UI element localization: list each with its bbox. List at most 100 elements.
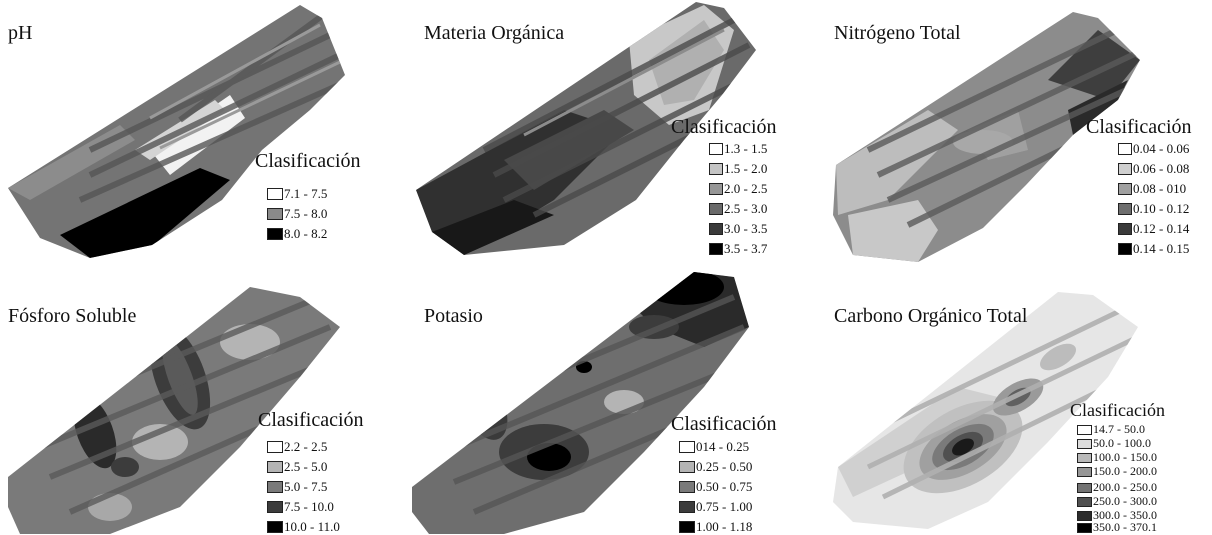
legend-label: 0.14 - 0.15 <box>1133 241 1190 256</box>
legend-swatch <box>1077 466 1092 477</box>
legend-item: 50.0 - 100.0 <box>1077 436 1151 451</box>
legend-item: 350.0 - 370.1 <box>1077 520 1157 535</box>
legend-swatch <box>1077 510 1092 521</box>
ph-terrain-map <box>8 5 345 258</box>
legend-label: 1.5 - 2.0 <box>724 161 768 176</box>
legend-swatch <box>1118 143 1132 155</box>
nitrogeno-total-terrain-map <box>833 12 1140 262</box>
panel-title: Materia Orgánica <box>424 22 565 44</box>
legend-label: 5.0 - 7.5 <box>284 479 328 494</box>
legend-item: 100.0 - 150.0 <box>1077 450 1157 465</box>
legend-swatch <box>1118 163 1132 175</box>
legend-item: 200.0 - 250.0 <box>1077 480 1157 495</box>
legend-swatch <box>1077 482 1092 493</box>
legend-title: Clasificación <box>1070 400 1165 420</box>
legend-swatch <box>267 501 283 513</box>
legend-swatch <box>679 461 695 473</box>
legend-label: 7.5 - 8.0 <box>284 206 328 221</box>
legend-title: Clasificación <box>1086 116 1192 138</box>
legend-label: 0.10 - 0.12 <box>1133 201 1190 216</box>
legend-label: 7.1 - 7.5 <box>284 186 328 201</box>
legend-item: 0.25 - 0.50 <box>679 459 752 475</box>
carbono-organico-total-terrain-map <box>833 292 1138 529</box>
legend-label: 2.2 - 2.5 <box>284 439 328 454</box>
legend-item: 1.5 - 2.0 <box>709 161 767 177</box>
panel-title: pH <box>8 22 33 44</box>
legend-swatch <box>267 481 283 493</box>
legend-swatch <box>1077 496 1092 507</box>
legend-item: 2.5 - 3.0 <box>709 201 767 217</box>
legend-item: 5.0 - 7.5 <box>267 479 327 495</box>
legend-item: 0.10 - 0.12 <box>1118 201 1189 217</box>
legend-label: 2.5 - 3.0 <box>724 201 768 216</box>
legend-item: 0.08 - 010 <box>1118 181 1186 197</box>
panel-nitrogeno-total: Nitrógeno Total Clasificación 0.04 - 0.0… <box>808 0 1212 267</box>
legend-label: 0.50 - 0.75 <box>696 479 753 494</box>
legend-item: 2.0 - 2.5 <box>709 181 767 197</box>
legend-swatch <box>1118 183 1132 195</box>
legend-label: 0.75 - 1.00 <box>696 499 753 514</box>
legend-title: Clasificación <box>671 413 777 435</box>
legend-label: 200.0 - 250.0 <box>1093 480 1157 494</box>
potasio-terrain-map <box>412 272 749 534</box>
legend-label: 300.0 - 350.0 <box>1093 508 1157 522</box>
legend-swatch <box>267 208 283 220</box>
fosforo-soluble-terrain-map <box>8 287 340 534</box>
legend-swatch <box>1077 522 1092 533</box>
legend-swatch <box>709 243 723 255</box>
legend-swatch <box>679 441 695 453</box>
legend-title: Clasificación <box>671 116 777 138</box>
legend-swatch <box>1118 223 1132 235</box>
legend-item: 014 - 0.25 <box>679 439 749 455</box>
legend-item: 14.7 - 50.0 <box>1077 422 1145 437</box>
legend-item: 8.0 - 8.2 <box>267 226 327 242</box>
legend-item: 0.06 - 0.08 <box>1118 161 1189 177</box>
legend-label: 0.12 - 0.14 <box>1133 221 1190 236</box>
legend-swatch <box>1118 203 1132 215</box>
legend-swatch <box>709 223 723 235</box>
legend-swatch <box>679 521 695 533</box>
panel-potasio: Potasio Clasificación 014 - 0.25 0.25 - … <box>404 267 808 534</box>
legend-swatch <box>267 441 283 453</box>
legend-swatch <box>709 143 723 155</box>
legend-item: 0.04 - 0.06 <box>1118 141 1189 157</box>
legend-item: 0.14 - 0.15 <box>1118 241 1189 257</box>
legend-swatch <box>1118 243 1132 255</box>
legend-title: Clasificación <box>258 409 364 431</box>
legend-swatch <box>267 521 283 533</box>
legend-item: 7.5 - 10.0 <box>267 499 334 515</box>
panel-materia-organica: Materia Orgánica Clasificación 1.3 - 1.5… <box>404 0 808 267</box>
panel-ph: pH Clasificación 7.1 - 7.5 7.5 - 8.0 8.0… <box>0 0 404 267</box>
legend-label: 014 - 0.25 <box>696 439 750 454</box>
legend-label: 2.0 - 2.5 <box>724 181 768 196</box>
legend-item: 0.50 - 0.75 <box>679 479 752 495</box>
legend-swatch <box>1077 438 1092 449</box>
legend-title: Clasificación <box>255 150 361 172</box>
legend-label: 10.0 - 11.0 <box>284 519 340 534</box>
legend-swatch <box>709 163 723 175</box>
legend-swatch <box>679 501 695 513</box>
legend-swatch <box>709 183 723 195</box>
legend-label: 350.0 - 370.1 <box>1093 520 1157 534</box>
legend-label: 1.3 - 1.5 <box>724 141 768 156</box>
legend-label: 0.04 - 0.06 <box>1133 141 1190 156</box>
legend-item: 2.5 - 5.0 <box>267 459 327 475</box>
legend-item: 2.2 - 2.5 <box>267 439 327 455</box>
legend-swatch <box>267 188 283 200</box>
legend-swatch <box>267 461 283 473</box>
legend-item: 3.5 - 3.7 <box>709 241 767 257</box>
panel-fosforo-soluble: Fósforo Soluble Clasificación 2.2 - 2.5 … <box>0 267 404 534</box>
legend-label: 1.00 - 1.18 <box>696 519 753 534</box>
legend-label: 3.0 - 3.5 <box>724 221 768 236</box>
legend-label: 250.0 - 300.0 <box>1093 494 1157 508</box>
legend-label: 2.5 - 5.0 <box>284 459 328 474</box>
panel-title: Potasio <box>424 305 483 327</box>
legend-label: 0.08 - 010 <box>1133 181 1187 196</box>
legend-swatch <box>709 203 723 215</box>
legend-label: 8.0 - 8.2 <box>284 226 328 241</box>
panel-carbono-organico-total: Carbono Orgánico Total Clasificación 14.… <box>808 267 1212 534</box>
legend-item: 7.1 - 7.5 <box>267 186 327 202</box>
legend-item: 1.00 - 1.18 <box>679 519 752 535</box>
legend-item: 7.5 - 8.0 <box>267 206 327 222</box>
legend-item: 300.0 - 350.0 <box>1077 508 1157 523</box>
